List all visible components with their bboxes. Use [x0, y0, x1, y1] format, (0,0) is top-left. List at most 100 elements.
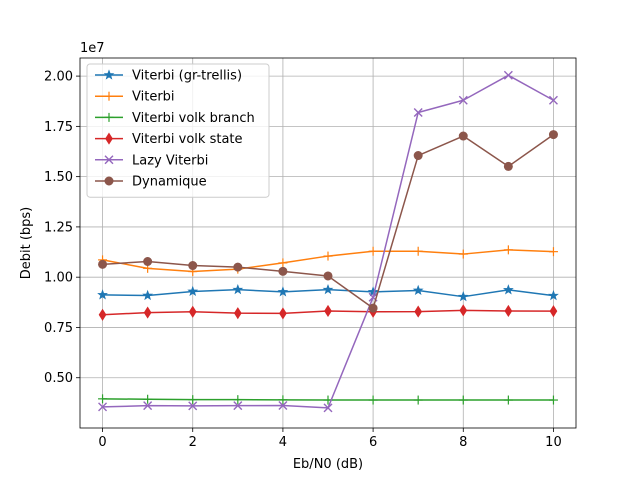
data-point-dynamique-shape	[98, 259, 108, 269]
plot-frame	[79, 57, 577, 429]
data-point-lazy-viterbi-stroke	[548, 95, 558, 105]
data-point-viterbi-gr-trellis-shape	[322, 283, 334, 295]
data-point-viterbi-gr-trellis	[232, 283, 244, 295]
legend-label-viterbi-volk-branch: Viterbi volk branch	[132, 111, 255, 126]
data-point-viterbi-gr-trellis-shape	[142, 289, 154, 301]
data-point-dynamique-shape	[503, 161, 513, 171]
legend-label-lazy-viterbi: Lazy Viterbi	[132, 153, 208, 168]
data-point-viterbi-gr-trellis-shape	[277, 286, 289, 297]
data-point-viterbi-volk-state	[98, 308, 107, 321]
data-point-viterbi-volk-state	[549, 305, 558, 318]
data-point-viterbi	[503, 245, 513, 255]
axis-ticks: 0 2 4 6 8 10 0.50 0.75 1.00 1.25 1.50 1.75 2.00	[44, 70, 562, 450]
data-point-viterbi-volk-state-shape	[414, 305, 423, 318]
data-point-viterbi-volk-branch	[458, 395, 468, 405]
data-point-lazy-viterbi-stroke	[323, 403, 333, 413]
data-point-viterbi-volk-state-shape	[459, 304, 468, 317]
legend-marker-dynamique	[104, 176, 114, 186]
legend-marker-viterbi-volk-state	[105, 132, 113, 145]
data-point-viterbi-gr-trellis-shape	[502, 284, 514, 295]
x-tick-label: 8	[459, 435, 467, 450]
data-point-viterbi-volk-branch	[233, 395, 243, 405]
data-point-viterbi-volk-branch	[503, 395, 513, 405]
data-point-viterbi-gr-trellis	[97, 289, 108, 300]
data-point-viterbi-gr-trellis-shape	[187, 285, 199, 297]
data-point-lazy-viterbi	[278, 400, 288, 410]
data-point-viterbi-gr-trellis	[142, 289, 154, 301]
data-point-dynamique	[143, 256, 153, 266]
legend-label-dynamique: Dynamique	[132, 175, 207, 190]
data-point-viterbi-gr-trellis	[412, 284, 424, 296]
data-point-viterbi-gr-trellis-shape	[412, 284, 424, 296]
legend-label-viterbi-gr-trellis: Viterbi (gr-trellis)	[132, 69, 242, 84]
data-point-lazy-viterbi	[548, 95, 558, 105]
data-point-lazy-viterbi	[413, 107, 423, 117]
data-point-viterbi-gr-trellis-shape	[548, 290, 559, 301]
data-point-viterbi-volk-state-shape	[324, 304, 332, 318]
data-point-lazy-viterbi-stroke	[458, 95, 468, 105]
data-point-lazy-viterbi-stroke	[368, 292, 378, 302]
data-point-viterbi-volk-state-shape	[98, 308, 107, 321]
legend-box	[86, 63, 270, 198]
data-point-lazy-viterbi-stroke	[233, 401, 243, 411]
legend-marker-viterbi	[104, 91, 114, 101]
data-point-viterbi-gr-trellis	[277, 286, 289, 297]
series-viterbi-volk-state	[98, 304, 558, 321]
data-point-viterbi-volk-state	[459, 304, 468, 317]
legend-label-viterbi: Viterbi	[132, 90, 175, 105]
legend: Viterbi (gr-trellis) Viterbi Viterbi volk …	[86, 63, 270, 198]
data-point-lazy-viterbi	[458, 95, 468, 105]
data-point-viterbi-volk-state-shape	[188, 305, 197, 318]
y-tick-label: 2.00	[44, 70, 73, 85]
data-point-viterbi-volk-branch	[413, 395, 423, 405]
x-tick-label: 6	[369, 435, 377, 450]
data-point-viterbi	[413, 246, 423, 256]
y-tick-label: 1.25	[44, 220, 73, 235]
x-tick-label: 2	[189, 435, 197, 450]
data-point-viterbi	[323, 251, 333, 261]
data-point-viterbi-gr-trellis	[548, 290, 559, 301]
x-tick-label: 10	[545, 435, 562, 450]
data-point-viterbi-volk-branch	[98, 394, 108, 404]
data-point-viterbi-gr-trellis	[367, 286, 379, 297]
data-point-viterbi-volk-state	[188, 305, 197, 318]
series-lazy-viterbi	[98, 70, 558, 413]
data-point-viterbi-volk-state-shape	[549, 305, 558, 318]
data-point-viterbi-volk-state	[233, 307, 242, 320]
legend-marker-viterbi-gr-trellis	[103, 69, 115, 80]
y-axis-label: Debit (bps)	[19, 207, 34, 280]
series-dynamique	[98, 130, 558, 313]
x-tick-label: 4	[279, 435, 287, 450]
legend-marker-viterbi-gr-trellis-shape	[103, 69, 115, 80]
data-point-lazy-viterbi-stroke	[143, 401, 153, 411]
data-point-viterbi-gr-trellis-shape	[367, 286, 379, 297]
data-point-viterbi-volk-branch	[368, 395, 378, 405]
data-point-viterbi-volk-state-shape	[233, 307, 242, 320]
data-point-viterbi-gr-trellis-shape	[232, 283, 244, 295]
series-viterbi-volk-branch	[98, 394, 558, 405]
data-point-viterbi-volk-branch	[188, 395, 198, 405]
data-point-lazy-viterbi-stroke	[503, 70, 513, 80]
data-point-viterbi	[278, 258, 288, 268]
y-tick-label: 1.75	[44, 120, 73, 135]
data-point-viterbi-gr-trellis	[457, 291, 469, 302]
data-point-viterbi-volk-branch	[143, 394, 153, 404]
data-point-lazy-viterbi	[143, 401, 153, 411]
data-point-lazy-viterbi-stroke	[278, 400, 288, 410]
legend-marker-viterbi-volk-state-shape	[105, 132, 113, 145]
legend-marker-lazy-viterbi-stroke	[104, 155, 114, 165]
data-point-dynamique	[98, 259, 108, 269]
data-point-dynamique-shape	[143, 256, 153, 266]
y-tick-label: 0.75	[44, 321, 73, 336]
data-point-lazy-viterbi-stroke	[98, 402, 108, 412]
data-point-dynamique-shape	[548, 130, 558, 140]
series-viterbi-gr-trellis	[97, 283, 559, 302]
legend-marker-viterbi-volk-branch	[104, 112, 114, 122]
data-point-viterbi	[548, 247, 558, 257]
legend-label-viterbi-volk-state: Viterbi volk state	[132, 132, 243, 147]
data-point-dynamique	[188, 261, 198, 271]
data-point-dynamique	[233, 262, 243, 272]
y-scale-note: 1e7	[80, 41, 105, 56]
x-axis-label: Eb/N0 (dB)	[293, 457, 363, 472]
data-point-dynamique	[413, 151, 423, 161]
